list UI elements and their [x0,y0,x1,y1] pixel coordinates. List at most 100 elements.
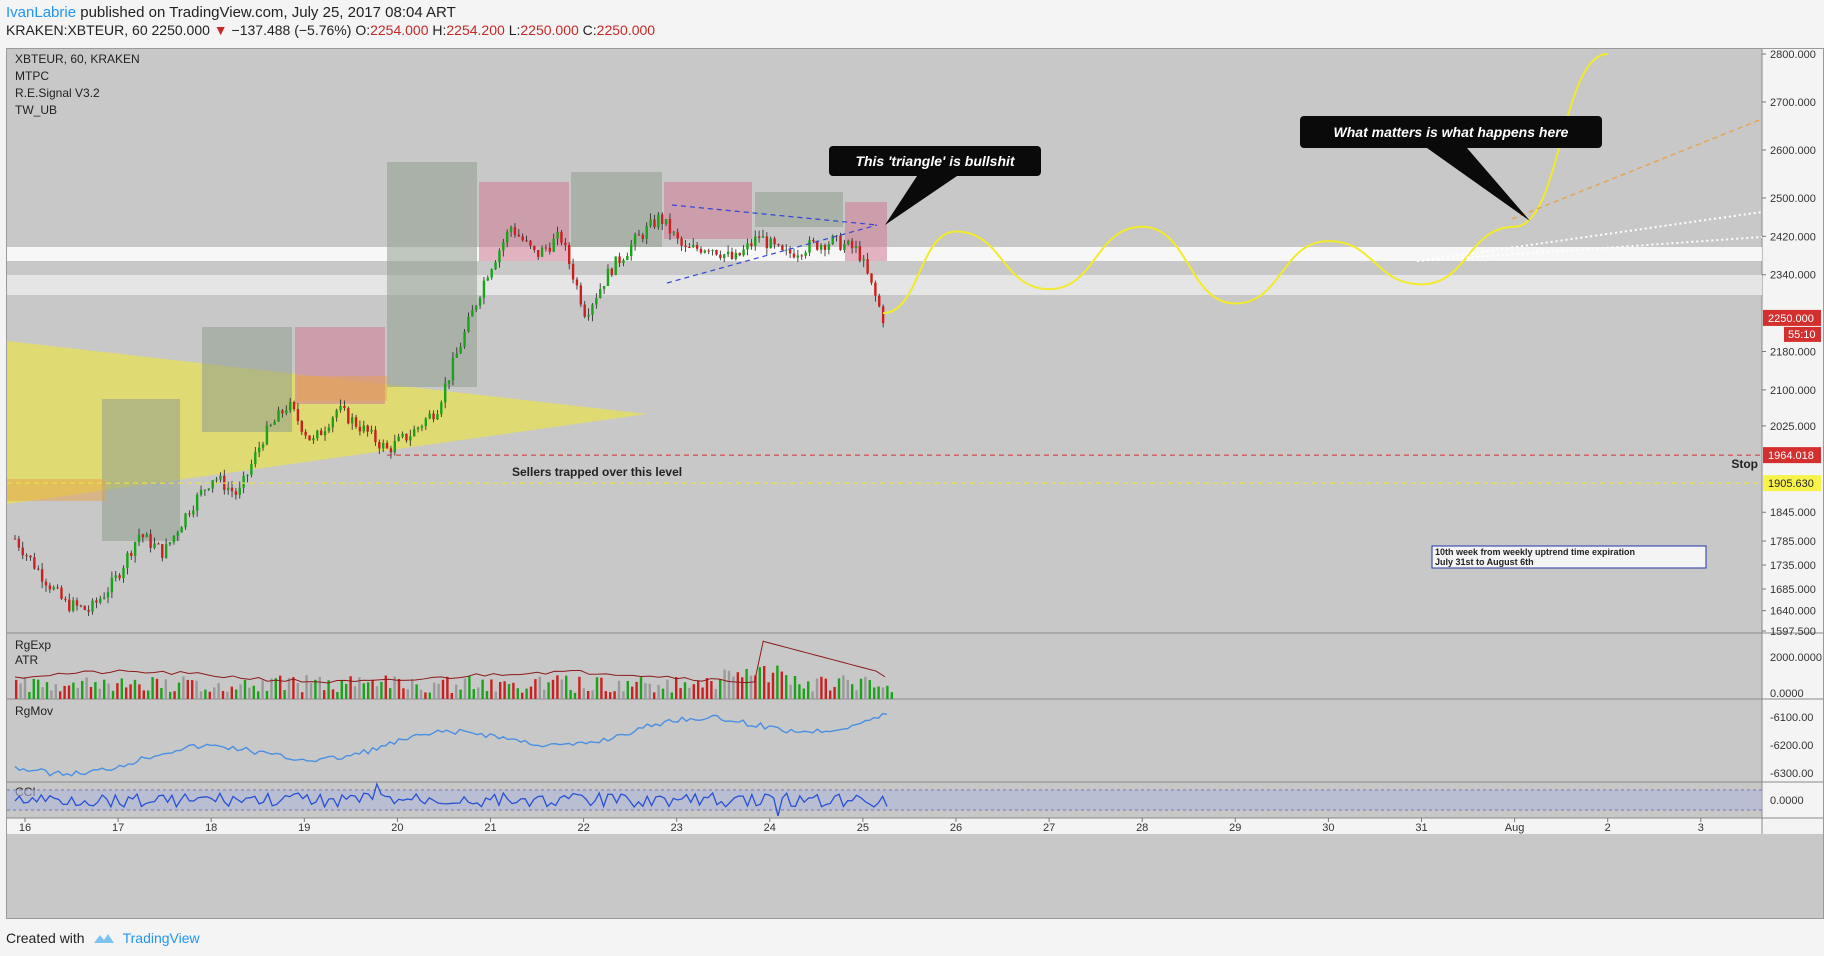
volume-bar [587,691,590,699]
candle-body [246,474,249,476]
volume-bar [644,682,647,699]
candle-body [358,426,362,432]
volume-bar [767,682,770,699]
candle-body [137,534,141,543]
time-tick-label: 18 [205,822,217,834]
volume-bar [890,692,893,699]
volume-bar [235,689,238,699]
candle-body [149,534,152,548]
volume-bar [719,679,722,699]
candle-body [385,442,389,449]
candle-body [292,402,296,410]
level-price-label: 1905.630 [1768,478,1814,490]
created-with-label: Created with [6,930,85,946]
candle-body [723,254,726,259]
volume-bar [886,685,889,699]
candle-body [145,534,148,538]
candle-body [250,464,253,475]
candle-body [226,487,230,491]
symbol-quote-line: KRAKEN:XBTEUR, 60 2250.000 ▼ −137.488 (−… [6,22,655,38]
candle-body [339,405,342,411]
candle-body [498,250,501,263]
volume-bar [226,691,229,699]
candle-body [343,405,346,409]
candle-body [288,402,292,411]
price-tick-label: 1597.500 [1770,626,1816,638]
volume-bar [807,681,810,699]
candle-body [168,542,172,545]
legend-item: XBTEUR, 60, KRAKEN [15,52,140,66]
volume-bar [789,684,792,699]
volume-bar [45,682,49,699]
candle-body [599,288,602,298]
candle-body [482,280,486,298]
chart-area[interactable]: Stop Sellers trapped over this level This … [6,48,1824,919]
time-tick-label: 25 [857,822,869,834]
triangle-callout[interactable]: This 'triangle' is bullshit [829,146,1041,225]
stop-label: Stop [1731,457,1758,471]
candle-body [79,605,83,607]
candle-body [451,357,455,381]
candle-body [447,380,451,384]
price-tick-label: 1685.000 [1770,584,1816,596]
volume-bar [384,675,387,699]
candle-body [381,442,385,449]
volume-bar [419,689,423,699]
stop-price-label: 1964.018 [1768,450,1814,462]
volume-bar [89,686,93,699]
volume-bar [353,686,357,699]
volume-bar [15,679,18,699]
volume-bar [138,684,141,699]
candle-body [754,236,757,246]
volume-bar [28,692,31,699]
candle-body [517,234,521,237]
volume-bar [771,672,775,699]
volume-bar [609,692,612,699]
volume-bar [714,689,717,699]
candle-body [409,436,412,441]
candle-body [850,240,854,249]
session-box [387,162,477,387]
volume-bar [257,691,260,699]
matters-callout[interactable]: What matters is what happens here [1300,116,1602,221]
candle-body [637,234,641,236]
volume-bar [490,679,493,699]
candle-body [56,587,59,589]
time-tick-label: 30 [1322,822,1334,834]
volume-bar [736,672,739,699]
chart-svg[interactable]: Stop Sellers trapped over this level This … [7,49,1823,918]
volume-bar [279,675,282,699]
candle-body [788,249,792,254]
candle-body [304,431,307,436]
volume-bar [635,681,638,699]
candle-body [769,238,772,249]
author-link[interactable]: IvanLabrie [6,4,77,21]
candle-body [750,243,753,246]
volume-bar [292,677,295,699]
candle-body [490,269,493,278]
candle-body [188,513,191,515]
candle-body [432,413,435,420]
candle-body [738,252,741,256]
candle-body [335,410,338,418]
tradingview-brand[interactable]: TradingView [122,930,200,946]
volume-bar [446,676,449,699]
volume-bar [415,684,418,699]
volume-bar [802,688,805,699]
volume-bar [565,675,568,699]
volume-bar [217,682,220,699]
candle-body [808,240,811,253]
support-band [7,275,1762,295]
candle-body [436,414,439,420]
candles-group [13,212,885,616]
rgexp-pane-bg [7,633,1762,699]
candle-body [17,538,21,548]
candle-body [269,424,272,426]
volume-bar [133,679,137,699]
volume-bar [648,683,651,699]
volume-bar [851,684,854,699]
candle-body [393,440,397,453]
candle-body [195,494,199,511]
candle-body [746,243,749,250]
volume-bar [301,692,304,699]
